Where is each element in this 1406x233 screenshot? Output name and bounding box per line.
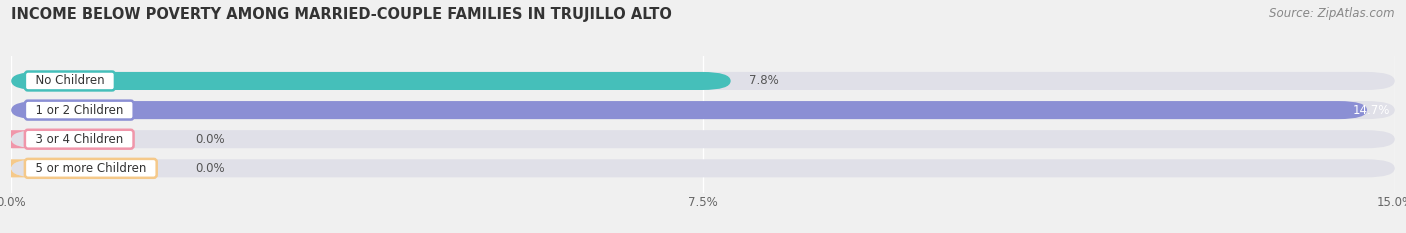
Text: 14.7%: 14.7% <box>1353 104 1391 116</box>
Text: INCOME BELOW POVERTY AMONG MARRIED-COUPLE FAMILIES IN TRUJILLO ALTO: INCOME BELOW POVERTY AMONG MARRIED-COUPL… <box>11 7 672 22</box>
Text: 3 or 4 Children: 3 or 4 Children <box>28 133 131 146</box>
FancyBboxPatch shape <box>11 130 1395 148</box>
FancyBboxPatch shape <box>11 72 731 90</box>
Text: 1 or 2 Children: 1 or 2 Children <box>28 104 131 116</box>
FancyBboxPatch shape <box>11 101 1367 119</box>
Text: No Children: No Children <box>28 75 112 87</box>
Text: 7.8%: 7.8% <box>749 75 779 87</box>
FancyBboxPatch shape <box>0 159 39 177</box>
Text: 5 or more Children: 5 or more Children <box>28 162 153 175</box>
FancyBboxPatch shape <box>11 101 1395 119</box>
Text: 0.0%: 0.0% <box>195 133 225 146</box>
FancyBboxPatch shape <box>11 72 1395 90</box>
Text: 0.0%: 0.0% <box>195 162 225 175</box>
FancyBboxPatch shape <box>0 130 39 148</box>
FancyBboxPatch shape <box>11 159 1395 177</box>
Text: Source: ZipAtlas.com: Source: ZipAtlas.com <box>1270 7 1395 20</box>
